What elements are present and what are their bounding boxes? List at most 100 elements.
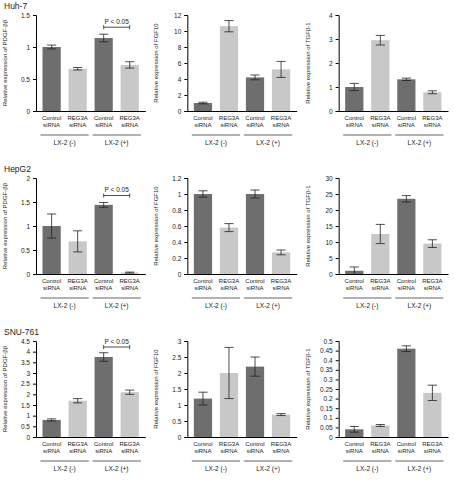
y-axis-title: Relative expression of PDGF-ββ	[2, 182, 8, 269]
group-bracket	[41, 298, 89, 299]
y-tick-mark	[336, 389, 339, 390]
y-tick-mark	[336, 111, 339, 112]
error-cap	[198, 197, 207, 198]
y-axis-title: Relative expression of FGF10	[153, 349, 159, 429]
y-tick-mark	[33, 394, 36, 395]
y-tick-mark	[184, 15, 187, 16]
x-tick-label: ControlsiRNA	[193, 441, 212, 454]
y-tick-label: 0.5	[172, 418, 181, 425]
y-axis-line	[336, 16, 340, 112]
y-tick: 0.4	[324, 357, 339, 364]
group-label: LX-2 (+)	[408, 139, 432, 147]
x-tick-label: REG3AsiRNA	[271, 115, 291, 128]
chart: 00.511.522.533.544.5ControlsiRNAREG3AsiR…	[2, 327, 146, 473]
y-tick-label: 2	[178, 92, 182, 99]
x-tick-label: ControlsiRNA	[42, 441, 61, 454]
bar	[272, 415, 290, 437]
y-tick: 0	[329, 108, 339, 115]
bar	[121, 65, 139, 111]
bar	[95, 205, 113, 274]
group-bracket	[41, 461, 89, 462]
bar	[371, 40, 389, 111]
error-cap	[73, 230, 82, 231]
y-tick-label: 0	[329, 434, 333, 441]
y-tick-label: 20	[325, 207, 333, 214]
y-tick-mark	[336, 39, 339, 40]
y-tick-label: 1	[26, 412, 30, 419]
y-tick: 4.5	[21, 338, 36, 345]
error-cap	[73, 70, 82, 71]
y-axis-title: Relative expression of FGF10	[153, 23, 159, 103]
chart-title: Huh-7	[4, 1, 27, 11]
y-tick: 8	[178, 44, 188, 51]
annotation: P < 0.05	[105, 338, 130, 345]
y-tick: 0.05	[320, 424, 339, 431]
y-axis-line	[184, 179, 188, 275]
group-bracket	[395, 135, 443, 136]
x-tick-label: REG3AsiRNA	[67, 441, 87, 454]
y-tick: 1	[26, 412, 36, 419]
error-cap	[402, 202, 411, 203]
error-cap	[276, 415, 285, 416]
y-tick: 0.45	[320, 347, 339, 354]
x-tick-label: REG3AsiRNA	[422, 115, 442, 128]
error-bar	[354, 267, 355, 274]
group-label: LX-2 (+)	[408, 302, 432, 310]
annotation-bracket	[129, 25, 130, 29]
y-tick-label: 0	[178, 271, 182, 278]
y-tick: 1	[26, 223, 36, 230]
x-tick-label: REG3AsiRNA	[67, 115, 87, 128]
y-axis-line	[33, 342, 37, 438]
x-axis-line	[37, 274, 146, 275]
y-tick-mark	[33, 426, 36, 427]
error-bar	[354, 83, 355, 90]
bar	[69, 401, 87, 437]
annotation-bracket	[103, 345, 104, 349]
group-bracket	[93, 461, 141, 462]
y-tick-mark	[336, 87, 339, 88]
x-tick-label: REG3AsiRNA	[422, 278, 442, 291]
error-cap	[198, 103, 207, 104]
group-label: LX-2 (-)	[356, 302, 378, 310]
chart: 00.511.5ControlsiRNAREG3AsiRNAControlsiR…	[2, 1, 146, 147]
y-tick-mark	[184, 274, 187, 275]
y-tick-label: 0.6	[172, 223, 181, 230]
y-tick-label: 1.2	[172, 175, 181, 182]
bar	[95, 38, 113, 111]
x-axis-line	[339, 274, 448, 275]
error-cap	[125, 68, 134, 69]
y-tick-mark	[184, 357, 187, 358]
y-tick-label: 0.05	[320, 424, 333, 431]
annotation-bracket	[104, 195, 130, 196]
y-axis: 051015202530	[325, 175, 339, 278]
x-tick-label: ControlsiRNA	[345, 441, 364, 454]
y-tick-mark	[336, 399, 339, 400]
error-cap	[198, 102, 207, 103]
y-tick-label: 3.5	[21, 359, 30, 366]
y-tick-label: 0.25	[320, 386, 333, 393]
error-cap	[376, 224, 385, 225]
y-tick-label: 3	[26, 370, 30, 377]
y-tick-mark	[184, 373, 187, 374]
bar	[246, 77, 264, 111]
error-bar	[202, 191, 203, 197]
x-tick-label: REG3AsiRNA	[219, 278, 239, 291]
y-tick-mark	[184, 437, 187, 438]
group-bracket	[343, 461, 391, 462]
error-bar	[354, 426, 355, 432]
y-tick-label: 2	[178, 370, 182, 377]
y-tick-label: 0	[178, 434, 182, 441]
error-cap	[428, 90, 437, 91]
y-tick-mark	[33, 373, 36, 374]
error-cap	[73, 67, 82, 68]
x-tick-label: REG3AsiRNA	[422, 441, 442, 454]
error-cap	[47, 48, 56, 49]
error-bar	[129, 390, 130, 394]
error-bar	[129, 62, 130, 68]
annotation: P < 0.05	[105, 18, 130, 25]
y-tick-label: 1.5	[21, 12, 30, 19]
y-tick-mark	[184, 421, 187, 422]
error-cap	[350, 432, 359, 433]
y-tick-mark	[184, 258, 187, 259]
x-tick-label: REG3AsiRNA	[120, 115, 140, 128]
